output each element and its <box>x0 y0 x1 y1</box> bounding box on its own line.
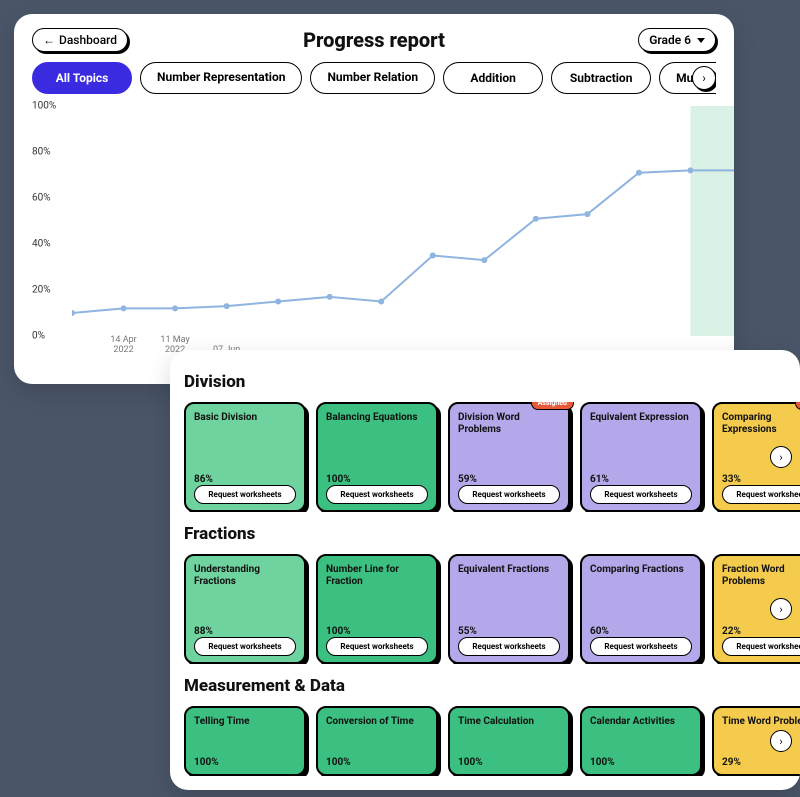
page-title: Progress report <box>303 28 445 52</box>
request-worksheets-button[interactable]: Request worksheets <box>194 485 296 504</box>
topic-pill[interactable]: All Topics <box>32 62 132 94</box>
section-title: Measurement & Data <box>184 676 800 696</box>
card-title: Basic Division <box>194 412 296 424</box>
arrow-left-icon: ← <box>43 34 55 46</box>
card-title: Equivalent Expression <box>590 412 692 424</box>
worksheet-card[interactable]: Conversion of Time 100% <box>316 706 438 776</box>
card-percent: 88% <box>194 626 296 637</box>
card-title: Comparing Fractions <box>590 564 692 576</box>
chevron-right-icon: › <box>702 71 706 85</box>
card-percent: 29% <box>722 757 800 768</box>
worksheet-card[interactable]: Equivalent Fractions 55%Request worksheet… <box>448 554 570 664</box>
chart-xtick: 14 Apr2022 <box>99 336 149 356</box>
card-title: Comparing Expressions <box>722 412 800 436</box>
card-percent: 22% <box>722 626 800 637</box>
section-title: Fractions <box>184 524 800 544</box>
row-scroll-right[interactable]: › <box>770 598 792 620</box>
back-button[interactable]: ← Dashboard <box>32 28 128 52</box>
request-worksheets-button[interactable]: Request worksheets <box>458 485 560 504</box>
card-percent: 100% <box>458 757 560 768</box>
request-worksheets-button[interactable]: Request worksheets <box>326 637 428 656</box>
card-title: Time Calculation <box>458 716 560 728</box>
card-percent: 100% <box>326 626 428 637</box>
card-title: Fraction Word Problems <box>722 564 800 588</box>
worksheet-card[interactable]: Balancing Equations 100%Request worksheet… <box>316 402 438 512</box>
worksheet-card[interactable]: Comparing Fractions 60%Request worksheets <box>580 554 702 664</box>
assigned-badge: Assigned <box>795 402 800 410</box>
request-worksheets-button[interactable]: Request worksheets <box>722 485 800 504</box>
card-percent: 61% <box>590 474 692 485</box>
card-percent: 59% <box>458 474 560 485</box>
card-row: Telling Time100%Conversion of Time100%Ti… <box>184 706 800 776</box>
topic-pill[interactable]: Addition <box>443 62 543 94</box>
back-label: Dashboard <box>59 33 117 47</box>
card-title: Telling Time <box>194 716 296 728</box>
card-percent: 33% <box>722 474 800 485</box>
progress-report-panel: ← Dashboard Progress report Grade 6 All … <box>14 14 734 384</box>
card-row: Understanding Fractions88%Request worksh… <box>184 554 800 664</box>
request-worksheets-button[interactable]: Request worksheets <box>590 485 692 504</box>
chart-ytick: 0% <box>32 331 45 342</box>
worksheet-card[interactable]: Telling Time 100% <box>184 706 306 776</box>
topic-pill[interactable]: Number Representation <box>140 62 302 93</box>
chevron-right-icon: › <box>779 735 782 748</box>
topic-pill[interactable]: Number Relation <box>310 62 435 93</box>
request-worksheets-button[interactable]: Request worksheets <box>590 637 692 656</box>
card-title: Understanding Fractions <box>194 564 296 588</box>
worksheet-card[interactable]: Basic Division 86%Request worksheets <box>184 402 306 512</box>
request-worksheets-button[interactable]: Request worksheets <box>458 637 560 656</box>
chevron-down-icon <box>697 38 705 43</box>
card-title: Number Line for Fraction <box>326 564 428 588</box>
card-title: Balancing Equations <box>326 412 428 424</box>
card-percent: 86% <box>194 474 296 485</box>
worksheet-card[interactable]: Calendar Activities 100% <box>580 706 702 776</box>
worksheet-card[interactable]: Equivalent Expression 61%Request workshee… <box>580 402 702 512</box>
report-header: ← Dashboard Progress report Grade 6 <box>32 28 716 52</box>
card-row: Basic Division86%Request worksheetsBalan… <box>184 402 800 512</box>
worksheets-panel: DivisionBasic Division86%Request workshe… <box>170 350 800 790</box>
worksheet-card[interactable]: Time Calculation 100% <box>448 706 570 776</box>
worksheet-card[interactable]: AssignedDivision Word Problems59%Request… <box>448 402 570 512</box>
row-scroll-right[interactable]: › <box>770 446 792 468</box>
chevron-right-icon: › <box>779 451 782 464</box>
card-percent: 100% <box>194 757 296 768</box>
assigned-badge: Assigned <box>531 402 574 410</box>
card-title: Division Word Problems <box>458 412 560 436</box>
worksheet-card[interactable]: Number Line for Fraction 100%Request work… <box>316 554 438 664</box>
row-scroll-right[interactable]: › <box>770 730 792 752</box>
card-percent: 100% <box>326 757 428 768</box>
card-title: Time Word Problems <box>722 716 800 728</box>
card-percent: 55% <box>458 626 560 637</box>
request-worksheets-button[interactable]: Request worksheets <box>722 637 800 656</box>
chart-ytick: 60% <box>32 193 51 204</box>
card-title: Conversion of Time <box>326 716 428 728</box>
topic-filter-row: All Topics Number Representation Number Re… <box>32 62 716 94</box>
chart-ytick: 80% <box>32 147 51 158</box>
chart-svg <box>72 106 734 336</box>
topic-pill[interactable]: Subtraction <box>551 62 651 94</box>
card-title: Equivalent Fractions <box>458 564 560 576</box>
card-title: Calendar Activities <box>590 716 692 728</box>
section-title: Division <box>184 372 800 392</box>
card-percent: 60% <box>590 626 692 637</box>
grade-select[interactable]: Grade 6 <box>638 28 716 52</box>
topics-scroll-right[interactable]: › <box>692 66 716 90</box>
grade-label: Grade 6 <box>649 33 691 47</box>
card-percent: 100% <box>326 474 428 485</box>
chart-ytick: 100% <box>32 101 56 112</box>
progress-chart: 0%20%40%60%80%100%14 Apr202211 May202207… <box>32 106 716 356</box>
chart-ytick: 20% <box>32 285 51 296</box>
chevron-right-icon: › <box>779 603 782 616</box>
request-worksheets-button[interactable]: Request worksheets <box>326 485 428 504</box>
worksheet-card[interactable]: Understanding Fractions 88%Request worksh… <box>184 554 306 664</box>
card-percent: 100% <box>590 757 692 768</box>
chart-ytick: 40% <box>32 239 51 250</box>
request-worksheets-button[interactable]: Request worksheets <box>194 637 296 656</box>
